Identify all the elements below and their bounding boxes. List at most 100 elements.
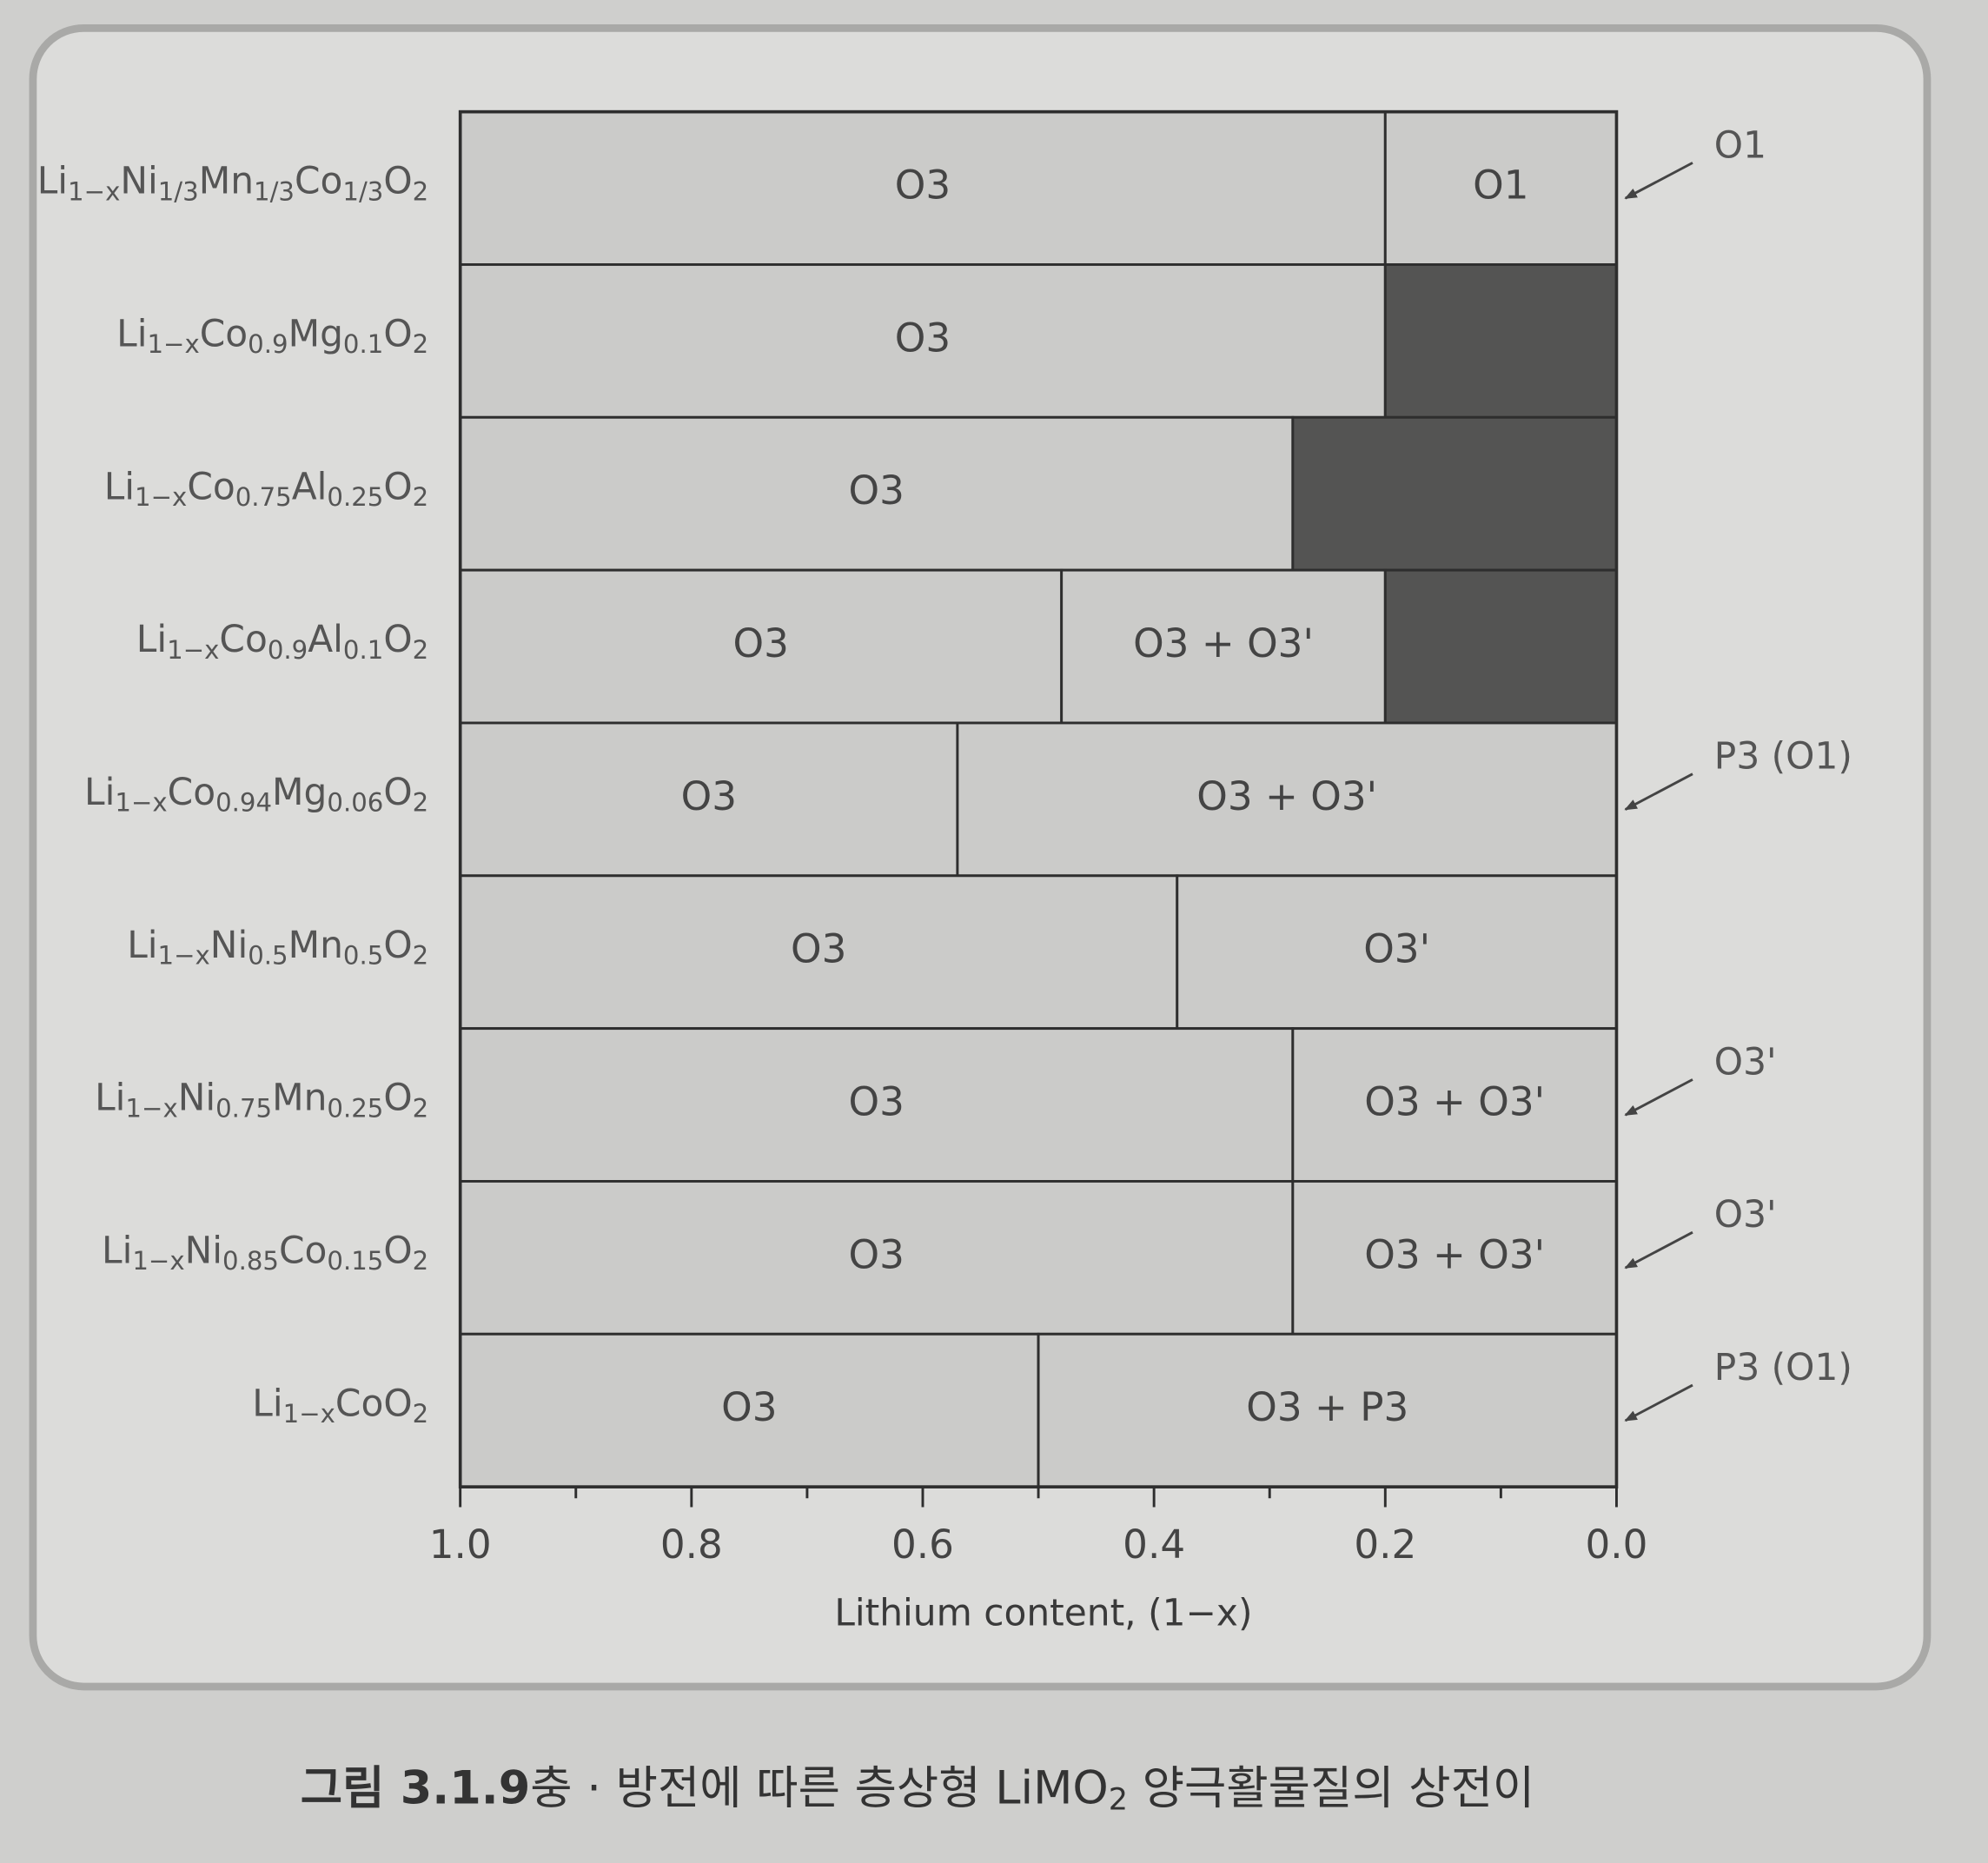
text-part: 양극활물질의 상전이 <box>1128 1761 1534 1814</box>
phase-label: O3 <box>849 1231 905 1277</box>
phase-label: O3 <box>895 315 951 361</box>
subscript: 1−x <box>158 941 210 971</box>
x-tick-label: 0.2 <box>1354 1522 1416 1568</box>
phase-segment <box>459 1180 1295 1336</box>
text-part: CoO <box>335 1382 413 1424</box>
phase-label: O3 <box>849 467 905 514</box>
phase-label: O3' <box>1363 926 1430 972</box>
phase-segment <box>459 1027 1295 1183</box>
text-part: O <box>383 618 412 660</box>
x-axis-title: Lithium content, (1−x) <box>834 1592 1252 1634</box>
subscript: 0.06 <box>327 788 383 818</box>
subscript: 0.94 <box>215 788 272 818</box>
text-part: Co <box>187 465 235 507</box>
phase-label: O3 <box>791 926 846 972</box>
text-part: Li <box>95 1076 125 1118</box>
phase-label: O3 <box>721 1384 777 1430</box>
text-part: Li <box>116 312 147 355</box>
phase-segment <box>1176 874 1618 1031</box>
subscript: 2 <box>413 176 429 206</box>
text-part: Li <box>104 465 135 507</box>
subscript: 1−x <box>115 788 167 818</box>
subscript: 2 <box>413 941 429 971</box>
text-part: Co <box>295 159 342 202</box>
text-part: Co <box>279 1229 327 1271</box>
phase-label: O3 + O3' <box>1133 620 1314 666</box>
subscript: 0.85 <box>222 1246 279 1276</box>
text-part: Li <box>84 771 115 813</box>
subscript: 0.75 <box>235 482 292 512</box>
subscript: 1/3 <box>342 176 383 206</box>
subscript: 2 <box>413 1399 429 1429</box>
text-part: Li <box>127 923 157 965</box>
text-part: O <box>383 465 412 507</box>
text-part: Li <box>136 618 167 660</box>
subscript: 1/3 <box>158 176 199 206</box>
phase-label: O3 <box>732 620 788 666</box>
caption: 그림 3.1.9충 · 방전에 따른 층상형 LiMO2 양극활물질의 상전이 <box>301 1761 1534 1817</box>
row-label: Li1−xCo0.75Al0.25O2 <box>104 465 428 512</box>
phase-segment <box>459 721 959 878</box>
text-part: Co <box>168 771 215 813</box>
phase-segment <box>1291 415 1618 572</box>
text-part: Ni <box>178 1076 215 1118</box>
text-part: Ni <box>185 1229 222 1271</box>
subscript: 2 <box>413 1246 429 1276</box>
subscript: 0.9 <box>248 329 288 359</box>
subscript: 0.1 <box>343 329 383 359</box>
text-part: Mn <box>272 1076 327 1118</box>
text-part: Ni <box>210 923 248 965</box>
text-part: Mn <box>288 923 343 965</box>
subscript: 0.5 <box>248 941 288 971</box>
phase-label: O3 <box>895 162 951 209</box>
subscript: 0.5 <box>343 941 383 971</box>
note-arrow <box>1624 1383 1693 1422</box>
text-part: Co <box>200 312 248 355</box>
note-arrow <box>1624 772 1693 811</box>
row-label: Li1−xNi0.5Mn0.5O2 <box>127 923 428 970</box>
subscript: 2 <box>413 482 429 512</box>
text-part: O <box>383 923 412 965</box>
phase-segment <box>459 415 1295 572</box>
subscript: 2 <box>413 1093 429 1123</box>
subscript: 1/3 <box>254 176 295 206</box>
subscript: 0.15 <box>327 1246 383 1276</box>
phase-segment <box>459 1332 1040 1488</box>
phase-label: O3 + O3' <box>1196 773 1377 819</box>
subscript: 0.9 <box>268 635 308 665</box>
phase-note: O3' <box>1714 1193 1777 1236</box>
subscript: 2 <box>1109 1781 1128 1817</box>
subscript: 1−x <box>283 1399 335 1429</box>
phase-label: O3 <box>849 1079 905 1125</box>
text-part: O <box>383 159 412 202</box>
subscript: 0.25 <box>327 1093 383 1123</box>
text-part: Li <box>37 159 68 202</box>
text-part: Al <box>308 618 343 660</box>
phase-label: O3 + O3' <box>1364 1231 1545 1277</box>
row-label: Li1−xCo0.9Mg0.1O2 <box>116 312 428 359</box>
row-label: Li1−xNi0.75Mn0.25O2 <box>95 1076 428 1123</box>
x-tick-label: 0.8 <box>660 1522 723 1568</box>
note-arrow <box>1624 1078 1693 1117</box>
subscript: 0.25 <box>327 482 383 512</box>
caption-number: 그림 3.1.9 <box>301 1761 530 1814</box>
text-part: O <box>383 1076 412 1118</box>
text-part: Mg <box>288 312 343 355</box>
row-label: Li1−xNi0.85Co0.15O2 <box>102 1229 428 1276</box>
x-tick-label: 1.0 <box>429 1522 492 1568</box>
text-part: Al <box>292 465 328 507</box>
text-part: Li <box>102 1229 132 1271</box>
note-arrow <box>1624 162 1693 200</box>
subscript: 2 <box>413 635 429 665</box>
note-arrow <box>1624 1230 1693 1270</box>
subscript: 1−x <box>167 635 219 665</box>
phase-note: P3 (O1) <box>1714 735 1852 778</box>
phase-segment <box>1383 568 1618 725</box>
text-part: Co <box>219 618 267 660</box>
phase-note: P3 (O1) <box>1714 1346 1852 1389</box>
text-part: O <box>383 771 412 813</box>
subscript: 0.1 <box>343 635 383 665</box>
subscript: 1−x <box>132 1246 184 1276</box>
